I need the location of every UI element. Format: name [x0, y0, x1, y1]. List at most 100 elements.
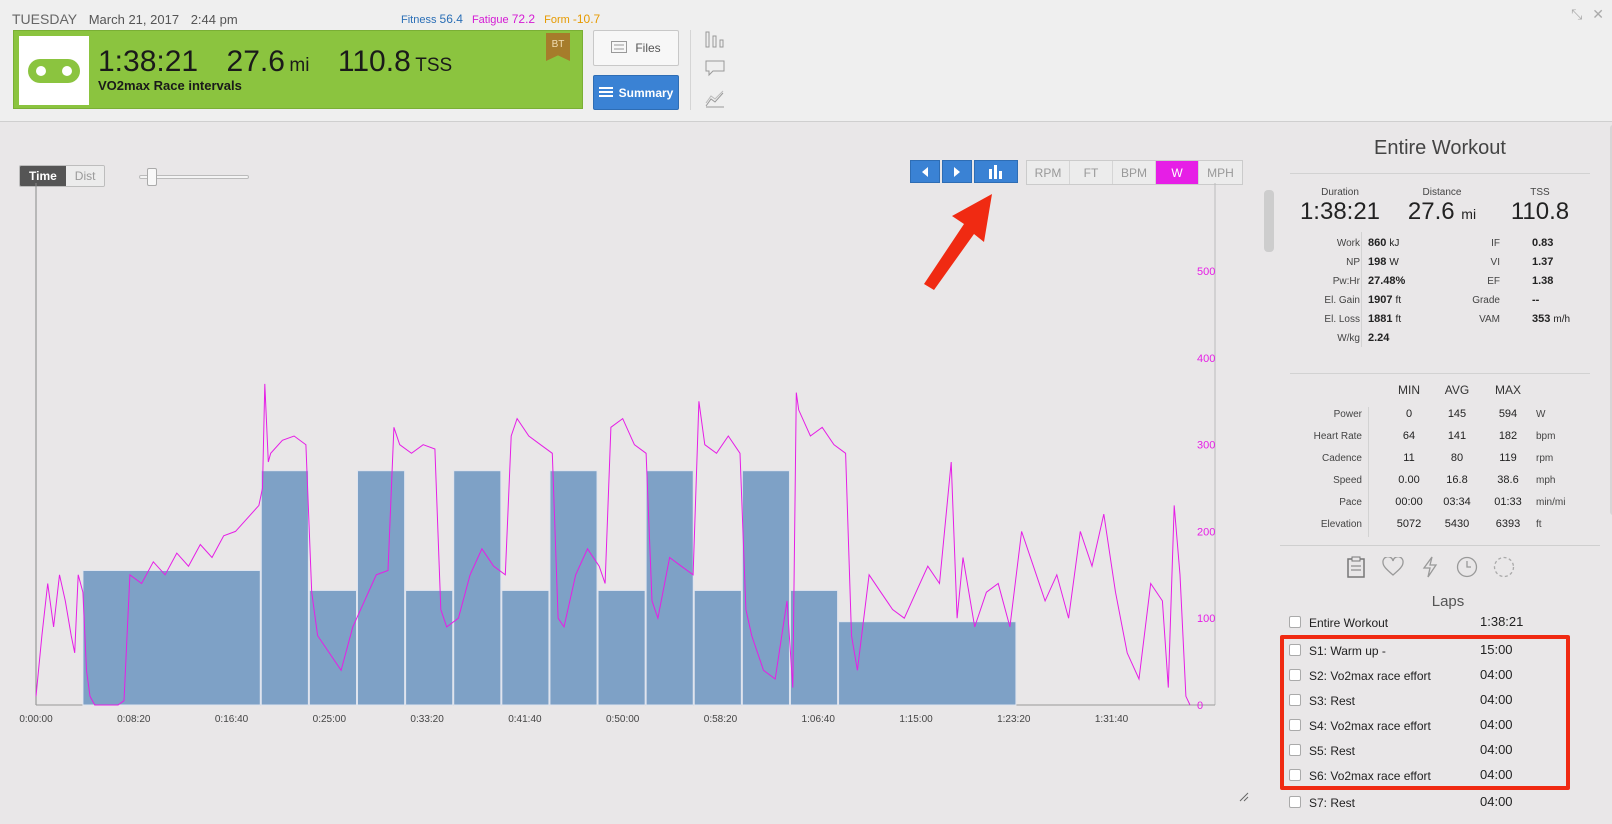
lap-checkbox[interactable] [1289, 744, 1301, 756]
card-distance: 27.6 [226, 45, 285, 78]
lap-checkbox[interactable] [1289, 616, 1301, 628]
heart-icon[interactable] [1381, 555, 1405, 579]
clipboard-icon[interactable] [1344, 555, 1368, 579]
workout-card[interactable]: 1:38:21 27.6 mi 110.8 TSS VO2max Race in… [13, 30, 583, 109]
lightning-icon[interactable] [1418, 555, 1442, 579]
lap-row[interactable]: Entire Workout 1:38:21 [1280, 610, 1612, 635]
stat-number: -- [1532, 294, 1540, 306]
bar-chart-icon[interactable] [703, 28, 727, 50]
unit-label: mph [1536, 475, 1556, 486]
interval-bar[interactable] [357, 470, 406, 706]
collapse-icon[interactable]: ⤡ [1571, 6, 1583, 22]
unit-bpm-button[interactable]: BPM [1113, 161, 1156, 184]
lap-row[interactable]: S2: Vo2max race effort 04:00 [1280, 663, 1612, 688]
stat-number: 1907 [1368, 294, 1393, 306]
stat-value: 27.48% [1368, 275, 1405, 287]
trend-chart-icon[interactable] [703, 88, 727, 110]
bike-chain-icon [19, 36, 89, 105]
interval-bar[interactable] [741, 470, 790, 706]
stat-value: 2.24 [1368, 332, 1389, 344]
interval-bar[interactable] [597, 589, 646, 706]
x-tick-label: 0:00:00 [19, 714, 53, 725]
card-tss: 110.8 [337, 45, 411, 78]
zoom-slider[interactable] [139, 168, 249, 186]
chevron-left-icon [922, 166, 928, 177]
interval-bar[interactable] [501, 589, 550, 706]
min-value: 11 [1403, 452, 1415, 464]
summary-duration: Duration 1:38:21 [1290, 187, 1390, 226]
chart-scrollbar[interactable] [1264, 190, 1274, 252]
fitness-value: 56.4 [439, 12, 463, 26]
summary-button[interactable]: Summary [593, 75, 679, 110]
interval-bar[interactable] [789, 589, 839, 706]
lap-row[interactable]: S4: Vo2max race effort 04:00 [1280, 713, 1612, 738]
resize-grip-icon[interactable] [1239, 792, 1249, 802]
table-row: Power 0 145 594 W [1280, 405, 1600, 427]
interval-bar[interactable] [405, 589, 454, 706]
lap-checkbox[interactable] [1289, 694, 1301, 706]
stat-label: VAM [1479, 314, 1500, 325]
column-header-min: MIN [1398, 383, 1420, 397]
row-label: Cadence [1321, 453, 1362, 464]
prev-button[interactable] [910, 160, 940, 183]
panel-scrollbar[interactable] [1610, 125, 1612, 515]
lap-row[interactable]: S3: Rest 04:00 [1280, 688, 1612, 713]
dashed-circle-icon[interactable] [1492, 555, 1516, 579]
files-button[interactable]: Files [593, 30, 679, 66]
unit-rpm-button[interactable]: RPM [1027, 161, 1070, 184]
summary-distance: Distance 27.6 mi [1392, 187, 1492, 226]
lap-row[interactable]: S7: Rest 04:00 [1280, 790, 1612, 815]
lap-row[interactable]: S5: Rest 04:00 [1280, 738, 1612, 763]
unit-label: ft [1536, 519, 1542, 530]
fitness-metrics: Fitness 56.4 Fatigue 72.2 Form -10.7 [395, 12, 600, 26]
summary-label: Summary [618, 85, 674, 100]
unit-label: W [1536, 409, 1546, 420]
interval-bar[interactable] [260, 470, 309, 706]
row-label: Elevation [1320, 519, 1362, 530]
y-tick-label: 100 [1197, 613, 1215, 625]
interval-bar[interactable] [82, 569, 261, 706]
x-tick-label: 0:08:20 [117, 714, 151, 725]
duration-value: 1:38:21 [1299, 198, 1381, 225]
x-tick-label: 1:23:20 [997, 714, 1031, 725]
time-toggle-button[interactable]: Time [20, 166, 66, 186]
unit-mph-button[interactable]: MPH [1199, 161, 1242, 184]
power-chart[interactable]: 0 100 200 300 400 500 0:00:00 0:08:20 0:16:40 0:… [0, 183, 1262, 823]
lap-row[interactable]: S1: Warm up - 15:00 [1280, 638, 1612, 663]
zoom-slider-handle[interactable] [147, 168, 157, 186]
next-button[interactable] [942, 160, 972, 183]
lap-checkbox[interactable] [1289, 719, 1301, 731]
stat-row: El. Gain 1907 ft Grade -- [1280, 292, 1600, 310]
lap-name: S7: Rest [1309, 796, 1356, 810]
interval-bar[interactable] [693, 589, 742, 706]
stat-value: 1881 ft [1368, 313, 1401, 325]
interval-bar[interactable] [453, 470, 502, 706]
x-tick-label: 0:16:40 [215, 714, 249, 725]
interval-bar[interactable] [838, 621, 1017, 706]
unit-w-button[interactable]: W [1156, 161, 1199, 184]
lap-checkbox[interactable] [1289, 769, 1301, 781]
comment-icon[interactable] [703, 57, 727, 79]
clock-icon[interactable] [1455, 555, 1479, 579]
close-icon[interactable]: ✕ [1592, 6, 1604, 22]
divider [690, 30, 691, 110]
lap-row[interactable]: S6: Vo2max race effort 04:00 [1280, 763, 1612, 788]
lap-checkbox[interactable] [1289, 669, 1301, 681]
intervals-button[interactable] [974, 160, 1018, 183]
interval-bar[interactable] [549, 470, 598, 706]
lap-checkbox[interactable] [1289, 644, 1301, 656]
interval-bar[interactable] [645, 470, 694, 706]
lap-time: 04:00 [1480, 667, 1513, 682]
chart-nav-group [910, 160, 1018, 183]
distance-unit: mi [1461, 206, 1477, 222]
unit-toggle-group: RPM FT BPM W MPH [1026, 160, 1243, 185]
stat-row: Pw:Hr 27.48% EF 1.38 [1280, 273, 1600, 291]
interval-bar[interactable] [308, 589, 358, 706]
min-value: 00:00 [1395, 496, 1423, 508]
dist-toggle-button[interactable]: Dist [65, 166, 105, 186]
unit-ft-button[interactable]: FT [1070, 161, 1113, 184]
laps-title: Laps [1431, 593, 1465, 610]
x-tick-label: 0:41:40 [508, 714, 542, 725]
stat-label: Grade [1472, 295, 1500, 306]
lap-checkbox[interactable] [1289, 796, 1301, 808]
